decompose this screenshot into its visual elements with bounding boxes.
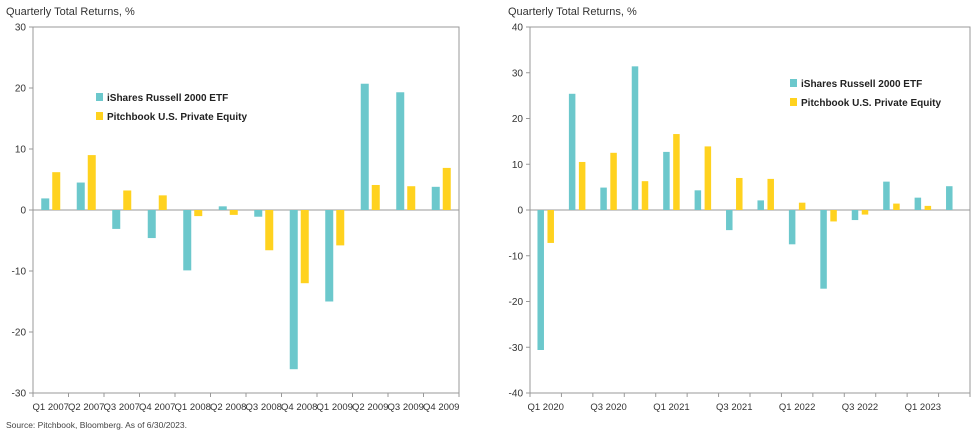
chart-2-xtick-label: Q1 2021 bbox=[653, 402, 689, 413]
chart-2-ytick-label: -10 bbox=[509, 251, 524, 262]
chart-2-xtick-label: Q3 2020 bbox=[590, 402, 626, 413]
chart-1-bar-pe bbox=[52, 172, 61, 210]
chart-2-xtick-label: Q1 2022 bbox=[779, 402, 815, 413]
chart-2-bar-pe bbox=[924, 205, 932, 210]
chart-2-bar-pe bbox=[893, 203, 900, 210]
chart-2-ytick-label: 0 bbox=[517, 206, 523, 217]
chart-1-legend-swatch bbox=[96, 93, 103, 101]
chart-1-xtick-label: Q1 2008 bbox=[175, 402, 211, 413]
source-note: Source: Pitchbook, Bloomberg. As of 6/30… bbox=[6, 420, 187, 430]
chart-1-bar-iwm bbox=[183, 210, 192, 271]
chart-1-bar-iwm bbox=[254, 210, 263, 217]
chart-2-bar-pe bbox=[830, 210, 837, 222]
chart-1-bar-iwm bbox=[112, 210, 121, 229]
chart-2-bar-iwm bbox=[600, 187, 607, 210]
chart-1-xtick-label: Q2 2008 bbox=[210, 402, 246, 413]
chart-1-legend-label: Pitchbook U.S. Private Equity bbox=[107, 112, 247, 123]
chart-2-bar-pe bbox=[736, 177, 743, 210]
chart-1-xtick-label: Q3 2009 bbox=[388, 402, 424, 413]
chart-2-bar-iwm bbox=[820, 210, 827, 289]
chart-1-xtick-label: Q2 2007 bbox=[68, 402, 104, 413]
chart-1-bar-iwm bbox=[325, 210, 334, 302]
chart-1-bar-iwm bbox=[76, 182, 85, 210]
chart-1-xtick-label: Q4 2008 bbox=[281, 402, 317, 413]
chart-2-xtick-label: Q1 2020 bbox=[527, 402, 563, 413]
chart-2-legend-label: iShares Russell 2000 ETF bbox=[801, 79, 922, 90]
chart-1-bar-pe bbox=[336, 210, 345, 246]
chart-1-bar-pe bbox=[229, 210, 238, 215]
chart-1-xtick-label: Q1 2007 bbox=[33, 402, 69, 413]
chart-1-bar-pe bbox=[300, 210, 309, 284]
chart-1-xtick-label: Q4 2009 bbox=[423, 402, 459, 413]
chart-1-ytick-label: -10 bbox=[12, 267, 27, 278]
chart-2-bar-pe bbox=[861, 210, 869, 215]
chart-2-bar-pe bbox=[641, 181, 649, 210]
chart-2-bar-pe bbox=[798, 202, 806, 210]
chart-2-ytick-label: 40 bbox=[512, 23, 524, 34]
chart-1-bar-pe bbox=[158, 195, 167, 210]
chart-1-bar-iwm bbox=[41, 198, 50, 210]
chart-1-bar-iwm bbox=[218, 206, 227, 210]
chart-1-ytick-label: 10 bbox=[15, 145, 27, 156]
chart-1-bar-pe bbox=[371, 184, 380, 210]
chart-1-bar-pe bbox=[123, 190, 132, 210]
chart-2-ytick-label: -20 bbox=[509, 297, 524, 308]
chart-1-bar-pe bbox=[442, 167, 451, 210]
chart-2-bar-iwm bbox=[883, 181, 890, 210]
chart-1-bar-iwm bbox=[360, 83, 369, 210]
chart-1-ytick-label: 0 bbox=[20, 206, 26, 217]
chart-1-bar-pe bbox=[194, 210, 203, 217]
chart-2-legend-swatch bbox=[790, 98, 797, 106]
chart-2-bar-iwm bbox=[537, 210, 544, 350]
chart-1-xtick-label: Q1 2009 bbox=[317, 402, 353, 413]
chart-1-bar-pe bbox=[407, 186, 416, 210]
chart-2-ytick-label: -40 bbox=[509, 389, 524, 400]
chart-2-bar-iwm bbox=[757, 200, 764, 210]
chart-1-ytick-label: -20 bbox=[12, 328, 27, 339]
chart-1-xtick-label: Q3 2007 bbox=[104, 402, 140, 413]
chart-2-title: Quarterly Total Returns, % bbox=[508, 6, 637, 18]
chart-1-legend-swatch bbox=[96, 112, 103, 120]
chart-1-xtick-label: Q3 2008 bbox=[246, 402, 282, 413]
chart-1-bar-iwm bbox=[147, 210, 156, 239]
chart-2-bar-iwm bbox=[726, 210, 733, 231]
chart-2-xtick-label: Q1 2023 bbox=[905, 402, 941, 413]
chart-2-bar-iwm bbox=[568, 93, 576, 210]
chart-1-ytick-label: -30 bbox=[12, 389, 27, 400]
chart-2-bar-pe bbox=[578, 161, 586, 210]
chart-2-bar-iwm bbox=[788, 210, 796, 245]
chart-1-xtick-label: Q2 2009 bbox=[352, 402, 388, 413]
chart-2-bar-iwm bbox=[914, 197, 922, 210]
chart-1-ytick-label: 30 bbox=[15, 23, 27, 34]
chart-2-legend-label: Pitchbook U.S. Private Equity bbox=[801, 98, 941, 109]
chart-2-ytick-label: 30 bbox=[512, 68, 524, 79]
chart-2-legend-swatch bbox=[790, 79, 797, 87]
chart-2-xtick-label: Q3 2022 bbox=[842, 402, 878, 413]
chart-1-bar-iwm bbox=[289, 210, 298, 370]
chart-1-ytick-label: 20 bbox=[15, 84, 27, 95]
chart-1-title: Quarterly Total Returns, % bbox=[6, 6, 135, 18]
chart-1-legend-label: iShares Russell 2000 ETF bbox=[107, 93, 228, 104]
chart-2-bar-iwm bbox=[946, 186, 953, 210]
chart-2-bar-pe bbox=[767, 178, 774, 210]
chart-2-bar-pe bbox=[704, 146, 712, 210]
chart-2-ytick-label: -30 bbox=[509, 343, 524, 354]
chart-1-bar-pe bbox=[87, 155, 96, 210]
chart-2-bar-iwm bbox=[694, 190, 702, 210]
chart-2-bar-pe bbox=[547, 210, 554, 243]
chart-2-bar-iwm bbox=[851, 210, 859, 221]
chart-1-bar-iwm bbox=[431, 186, 440, 210]
chart-2-bar-iwm bbox=[631, 66, 639, 210]
chart-2-bar-pe bbox=[673, 134, 680, 210]
chart-2-bar-iwm bbox=[663, 151, 670, 210]
chart-2-bar-pe bbox=[610, 152, 617, 210]
chart-1-xtick-label: Q4 2007 bbox=[139, 402, 175, 413]
chart-2-ytick-label: 10 bbox=[512, 160, 524, 171]
chart-2-ytick-label: 20 bbox=[512, 114, 524, 125]
chart-1-bar-iwm bbox=[396, 92, 405, 210]
chart-1-bar-pe bbox=[265, 210, 274, 251]
chart-2-xtick-label: Q3 2021 bbox=[716, 402, 752, 413]
